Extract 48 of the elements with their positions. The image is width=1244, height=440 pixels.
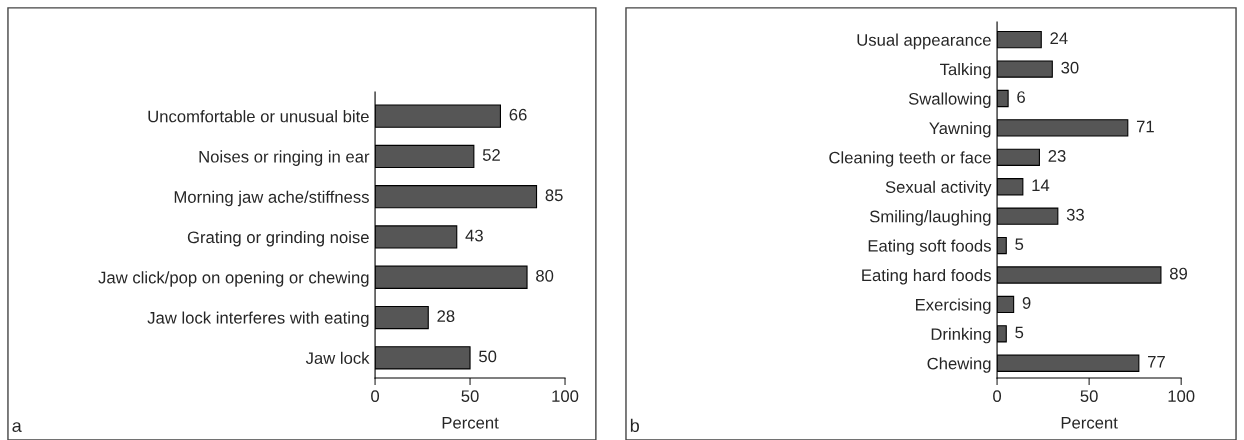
y-tick-label: Noises or ringing in ear <box>199 150 370 166</box>
data-label: 5 <box>1015 326 1024 339</box>
y-tick-label: Eating hard foods <box>862 268 991 285</box>
data-label: 85 <box>545 189 563 202</box>
y-tick-label: Drinking <box>931 327 991 344</box>
data-label: 66 <box>509 108 527 121</box>
data-label: 5 <box>1015 238 1024 251</box>
data-label: 77 <box>1148 356 1165 368</box>
y-tick-label: Talking <box>940 63 991 79</box>
data-label: 9 <box>1022 297 1031 309</box>
y-tick-label: Uncomfortable or unusual bite <box>148 110 369 123</box>
x-tick-label: 50 <box>461 390 479 403</box>
y-tick-label: Sexual activity <box>885 180 992 197</box>
text: b <box>630 418 639 433</box>
y-tick-label: Usual appearance <box>857 33 991 50</box>
x-tick-label: 0 <box>371 390 380 403</box>
data-label: 89 <box>1169 267 1188 280</box>
x-tick-label: 100 <box>1168 390 1195 403</box>
y-tick-label: Cleaning teeth or face <box>829 151 991 167</box>
data-label: 43 <box>465 229 483 242</box>
data-label: 6 <box>1017 91 1025 103</box>
text: a <box>12 422 22 433</box>
y-tick-label: Jaw lock interferes with eating <box>147 311 369 328</box>
y-tick-label: Chewing <box>927 357 991 373</box>
x-axis-title: Percent <box>1061 417 1118 429</box>
data-label: 28 <box>437 310 455 323</box>
y-tick-label: Jaw lock <box>305 351 370 365</box>
y-tick-label: Exercising <box>916 298 991 314</box>
data-label: 52 <box>482 149 500 161</box>
y-tick-label: Eating soft foods <box>868 239 991 256</box>
data-label: 71 <box>1136 120 1154 133</box>
x-tick-label: 0 <box>993 390 1002 403</box>
data-label: 80 <box>536 269 554 282</box>
data-label: 14 <box>1032 179 1050 192</box>
data-label: 30 <box>1061 61 1079 74</box>
y-tick-label: Swallowing <box>908 92 991 108</box>
y-tick-label: Smiling/laughing <box>869 210 991 226</box>
x-tick-label: 100 <box>552 390 579 403</box>
x-tick-label: 50 <box>1080 390 1098 403</box>
y-tick-label: Yawning <box>929 121 991 138</box>
y-tick-label: Grating or grinding noise <box>187 230 369 247</box>
data-label: 23 <box>1048 150 1066 162</box>
data-label: 50 <box>479 350 497 363</box>
y-tick-label: Morning jaw ache/stiffness <box>174 190 369 207</box>
data-label: 33 <box>1066 208 1084 221</box>
x-axis-title: Percent <box>442 417 499 429</box>
y-tick-label: Jaw click/pop on opening or chewing <box>98 271 369 287</box>
data-label: 24 <box>1050 32 1068 44</box>
